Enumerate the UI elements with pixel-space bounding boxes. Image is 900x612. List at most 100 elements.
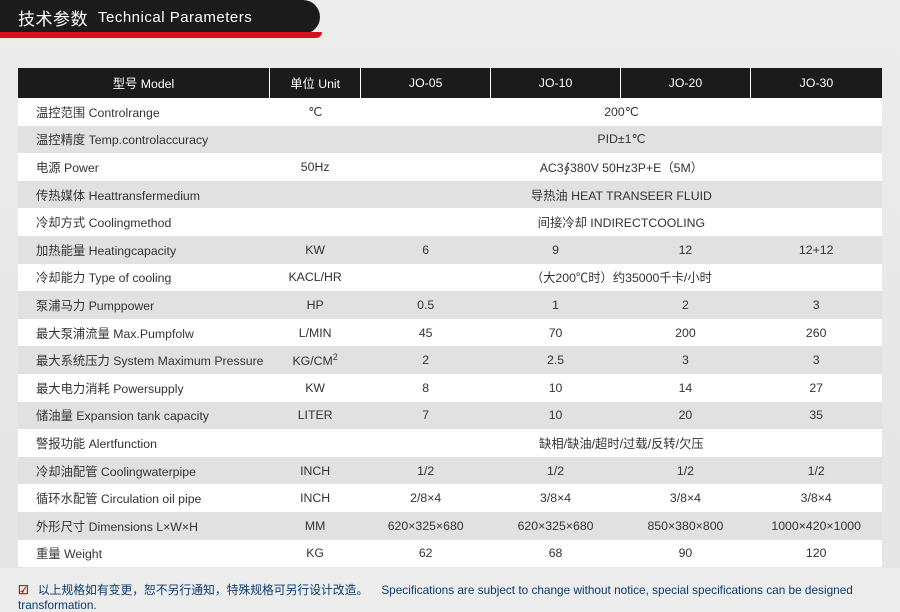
row-value: 1/2	[361, 457, 491, 485]
row-value: 620×325×680	[361, 512, 491, 540]
row-value: 6	[361, 236, 491, 264]
row-value: 2	[361, 346, 491, 374]
row-label: 温控范围 Controlrange	[18, 98, 270, 126]
row-unit: ℃	[270, 98, 361, 126]
row-value: 27	[750, 374, 882, 402]
row-label: 最大系统压力 System Maximum Pressure	[18, 346, 270, 374]
col-j10: JO-10	[491, 68, 621, 98]
row-value: 3/8×4	[620, 484, 750, 512]
table-row: 最大电力消耗 PowersupplyKW8101427	[18, 374, 882, 402]
header-bar: 技术参数 Technical Parameters	[0, 0, 320, 34]
table-row: 泵浦马力 PumppowerHP0.5123	[18, 291, 882, 319]
row-value: 3	[750, 346, 882, 374]
row-label: 外形尺寸 Dimensions L×W×H	[18, 512, 270, 540]
row-value: 0.5	[361, 291, 491, 319]
row-value-span: AC3∮380V 50Hz3P+E（5M）	[361, 153, 882, 181]
table-row: 循环水配管 Circulation oil pipeINCH2/8×43/8×4…	[18, 484, 882, 512]
row-value: 35	[750, 402, 882, 430]
table-head: 型号 Model单位 UnitJO-05JO-10JO-20JO-30	[18, 68, 882, 98]
row-value: 10	[491, 374, 621, 402]
table-body: 温控范围 Controlrange℃200℃温控精度 Temp.controla…	[18, 98, 882, 567]
row-label: 泵浦马力 Pumppower	[18, 291, 270, 319]
row-unit: KW	[270, 236, 361, 264]
row-label: 传热媒体 Heattransfermedium	[18, 181, 270, 209]
table-row: 电源 Power50HzAC3∮380V 50Hz3P+E（5M）	[18, 153, 882, 181]
table-row: 重量 WeightKG626890120	[18, 540, 882, 568]
col-j05: JO-05	[361, 68, 491, 98]
row-value-span: 间接冷却 INDIRECTCOOLING	[361, 208, 882, 236]
row-value: 12+12	[750, 236, 882, 264]
header-title-cn: 技术参数	[18, 5, 88, 30]
row-value: 3	[750, 291, 882, 319]
row-value: 1/2	[750, 457, 882, 485]
row-label: 循环水配管 Circulation oil pipe	[18, 484, 270, 512]
row-label: 最大电力消耗 Powersupply	[18, 374, 270, 402]
row-unit	[270, 181, 361, 209]
row-value: 45	[361, 319, 491, 347]
row-value: 2.5	[491, 346, 621, 374]
row-value: 20	[620, 402, 750, 430]
row-unit: MM	[270, 512, 361, 540]
row-unit: INCH	[270, 457, 361, 485]
row-label: 警报功能 Alertfunction	[18, 429, 270, 457]
row-value-span: （大200℃时）约35000千卡/小时	[361, 264, 882, 292]
row-label: 加热能量 Heatingcapacity	[18, 236, 270, 264]
row-value-span: PID±1℃	[361, 126, 882, 154]
row-value-span: 导热油 HEAT TRANSEER FLUID	[361, 181, 882, 209]
row-unit: KW	[270, 374, 361, 402]
row-value: 70	[491, 319, 621, 347]
row-unit: L/MIN	[270, 319, 361, 347]
row-unit	[270, 208, 361, 236]
row-value: 3/8×4	[750, 484, 882, 512]
row-value: 8	[361, 374, 491, 402]
col-unit: 单位 Unit	[270, 68, 361, 98]
row-unit: KACL/HR	[270, 264, 361, 292]
table-row: 传热媒体 Heattransfermedium 导热油 HEAT TRANSEER…	[18, 181, 882, 209]
table-row: 外形尺寸 Dimensions L×W×HMM620×325×680620×32…	[18, 512, 882, 540]
footer-text-cn: 以上规格如有变更，恕不另行通知，特殊规格可另行设计改造。	[38, 583, 368, 597]
row-label: 重量 Weight	[18, 540, 270, 568]
table-row: 加热能量 HeatingcapacityKW691212+12	[18, 236, 882, 264]
row-label: 冷却能力 Type of cooling	[18, 264, 270, 292]
row-value: 1	[491, 291, 621, 319]
col-j30: JO-30	[750, 68, 882, 98]
footer-note: ☑ 以上规格如有变更，恕不另行通知，特殊规格可另行设计改造。 Specifica…	[0, 567, 900, 612]
row-unit: LITER	[270, 402, 361, 430]
row-value: 1/2	[491, 457, 621, 485]
table-row: 储油量 Expansion tank capacityLITER7102035	[18, 402, 882, 430]
header-title-en: Technical Parameters	[98, 9, 252, 26]
row-unit: KG	[270, 540, 361, 568]
row-value: 3/8×4	[491, 484, 621, 512]
header-accent-stripe	[0, 32, 322, 38]
row-label: 温控精度 Temp.controlaccuracy	[18, 126, 270, 154]
row-value: 1/2	[620, 457, 750, 485]
row-value: 68	[491, 540, 621, 568]
col-j20: JO-20	[620, 68, 750, 98]
row-value: 3	[620, 346, 750, 374]
row-value: 120	[750, 540, 882, 568]
table-row: 温控范围 Controlrange℃200℃	[18, 98, 882, 126]
table-row: 最大系统压力 System Maximum PressureKG/CM222.5…	[18, 346, 882, 374]
row-value: 7	[361, 402, 491, 430]
row-label: 冷却油配管 Coolingwaterpipe	[18, 457, 270, 485]
row-value: 10	[491, 402, 621, 430]
row-value: 200	[620, 319, 750, 347]
row-unit	[270, 429, 361, 457]
table-row: 警报功能 Alertfunction 缺相/缺油/超时/过载/反转/欠压	[18, 429, 882, 457]
row-value-span: 缺相/缺油/超时/过载/反转/欠压	[361, 429, 882, 457]
row-value: 62	[361, 540, 491, 568]
row-label: 电源 Power	[18, 153, 270, 181]
table-row: 最大泵浦流量 Max.PumpfolwL/MIN4570200260	[18, 319, 882, 347]
row-value: 260	[750, 319, 882, 347]
row-unit: HP	[270, 291, 361, 319]
table-row: 冷却方式 Coolingmethod间接冷却 INDIRECTCOOLING	[18, 208, 882, 236]
section-header: 技术参数 Technical Parameters	[0, 0, 900, 42]
row-unit: KG/CM2	[270, 346, 361, 374]
row-label: 储油量 Expansion tank capacity	[18, 402, 270, 430]
spec-table: 型号 Model单位 UnitJO-05JO-10JO-20JO-30 温控范围…	[18, 68, 882, 567]
row-value: 2	[620, 291, 750, 319]
row-value-span: 200℃	[361, 98, 882, 126]
row-unit: 50Hz	[270, 153, 361, 181]
row-value: 9	[491, 236, 621, 264]
row-value: 850×380×800	[620, 512, 750, 540]
